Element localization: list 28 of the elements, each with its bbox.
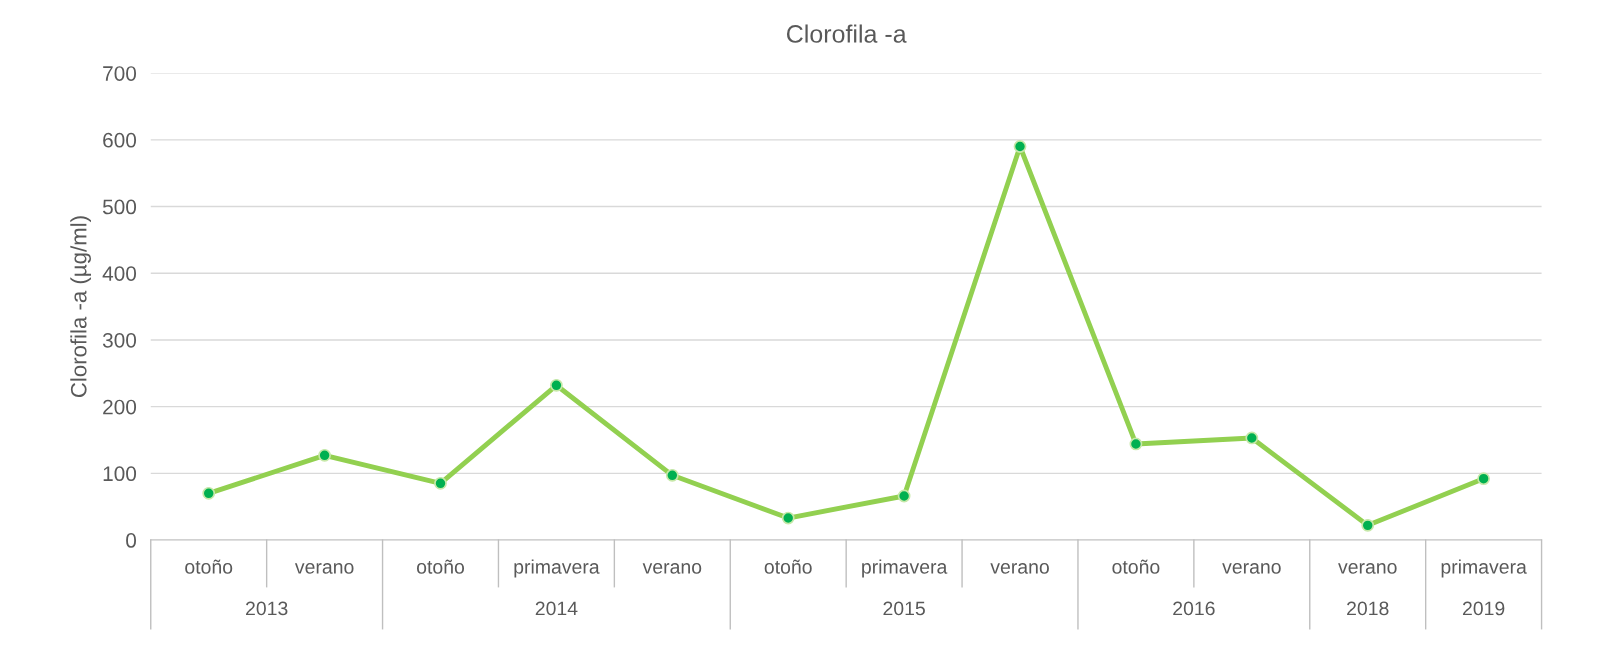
chart-title: Clorofila -a — [787, 24, 907, 43]
text: 2015 — [883, 601, 925, 616]
x-tick-label: verano — [1222, 563, 1281, 574]
y-tick-label: 200 — [103, 399, 137, 415]
x-tick-label: verano — [642, 563, 702, 574]
y-tick-label: 300 — [102, 332, 137, 348]
x-tick-label: primavera — [862, 559, 948, 578]
y-tick-label: 600 — [103, 132, 137, 148]
text: 2018 — [1347, 601, 1389, 616]
x-tick-label: verano — [294, 563, 354, 574]
y-tick-label: 700 — [103, 66, 137, 81]
text: 2016 — [1173, 601, 1215, 616]
y-axis-title: Clorofila -a (µg/ml) — [70, 216, 91, 398]
x-tick-label: primavera — [514, 559, 600, 578]
y-tick-label: 500 — [102, 199, 137, 215]
text: 2014 — [535, 601, 578, 616]
x-tick-label: otoño — [185, 559, 233, 574]
x-tick-label: otoño — [1112, 559, 1160, 574]
y-tick-label: 100 — [103, 466, 137, 482]
x-tick-label: otoño — [417, 559, 465, 574]
y-tick-label: 0 — [126, 533, 137, 548]
x-tick-label: otoño — [764, 559, 812, 574]
x-tick-label: verano — [990, 563, 1049, 574]
x-tick-label: verano — [1338, 563, 1397, 574]
text: 2013 — [246, 601, 288, 616]
text: 2019 — [1462, 601, 1505, 616]
y-tick-label: 400 — [102, 266, 137, 281]
x-tick-label: primavera — [1441, 559, 1527, 578]
